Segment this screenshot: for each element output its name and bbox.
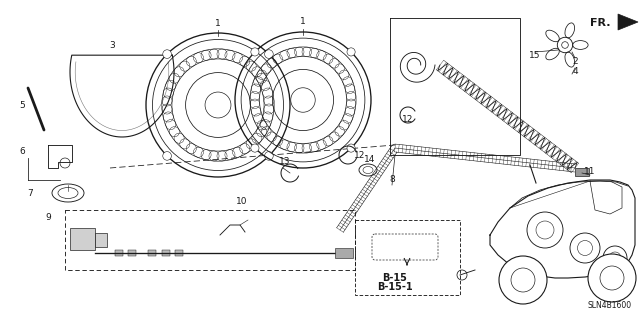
Circle shape — [251, 48, 259, 56]
Circle shape — [264, 152, 273, 160]
Circle shape — [163, 152, 172, 160]
Bar — [65, 210, 355, 270]
Bar — [175, 250, 183, 256]
Circle shape — [347, 144, 355, 152]
Text: 12: 12 — [355, 151, 365, 160]
Text: 9: 9 — [45, 213, 51, 222]
Text: 3: 3 — [109, 41, 115, 49]
Text: 1: 1 — [215, 19, 221, 27]
Text: 1: 1 — [300, 18, 306, 26]
Circle shape — [347, 48, 355, 56]
Bar — [95, 233, 107, 247]
Text: 2: 2 — [572, 57, 578, 66]
Circle shape — [163, 50, 172, 58]
Text: 15: 15 — [529, 50, 541, 60]
Bar — [335, 248, 353, 258]
Text: B-15: B-15 — [383, 273, 408, 283]
Circle shape — [251, 144, 259, 152]
Text: B-15-1: B-15-1 — [377, 282, 413, 292]
Bar — [148, 250, 156, 256]
Text: 6: 6 — [19, 147, 25, 157]
Bar — [575, 168, 589, 176]
Circle shape — [264, 50, 273, 58]
Text: 8: 8 — [389, 175, 395, 184]
Text: 7: 7 — [27, 189, 33, 197]
Bar — [162, 250, 170, 256]
Bar — [115, 250, 123, 256]
Circle shape — [588, 254, 636, 302]
Text: 4: 4 — [572, 68, 578, 77]
Polygon shape — [618, 14, 638, 30]
Bar — [128, 250, 136, 256]
Text: 11: 11 — [584, 167, 596, 176]
Bar — [355, 220, 460, 295]
Text: 14: 14 — [364, 155, 376, 165]
Polygon shape — [490, 180, 635, 278]
Circle shape — [499, 256, 547, 304]
Text: SLN4B1600: SLN4B1600 — [588, 301, 632, 310]
Bar — [70, 228, 95, 250]
Text: 12: 12 — [403, 115, 413, 124]
Text: 5: 5 — [19, 100, 25, 109]
Text: FR.: FR. — [590, 18, 611, 28]
Text: 13: 13 — [279, 158, 291, 167]
Text: 10: 10 — [236, 197, 248, 206]
